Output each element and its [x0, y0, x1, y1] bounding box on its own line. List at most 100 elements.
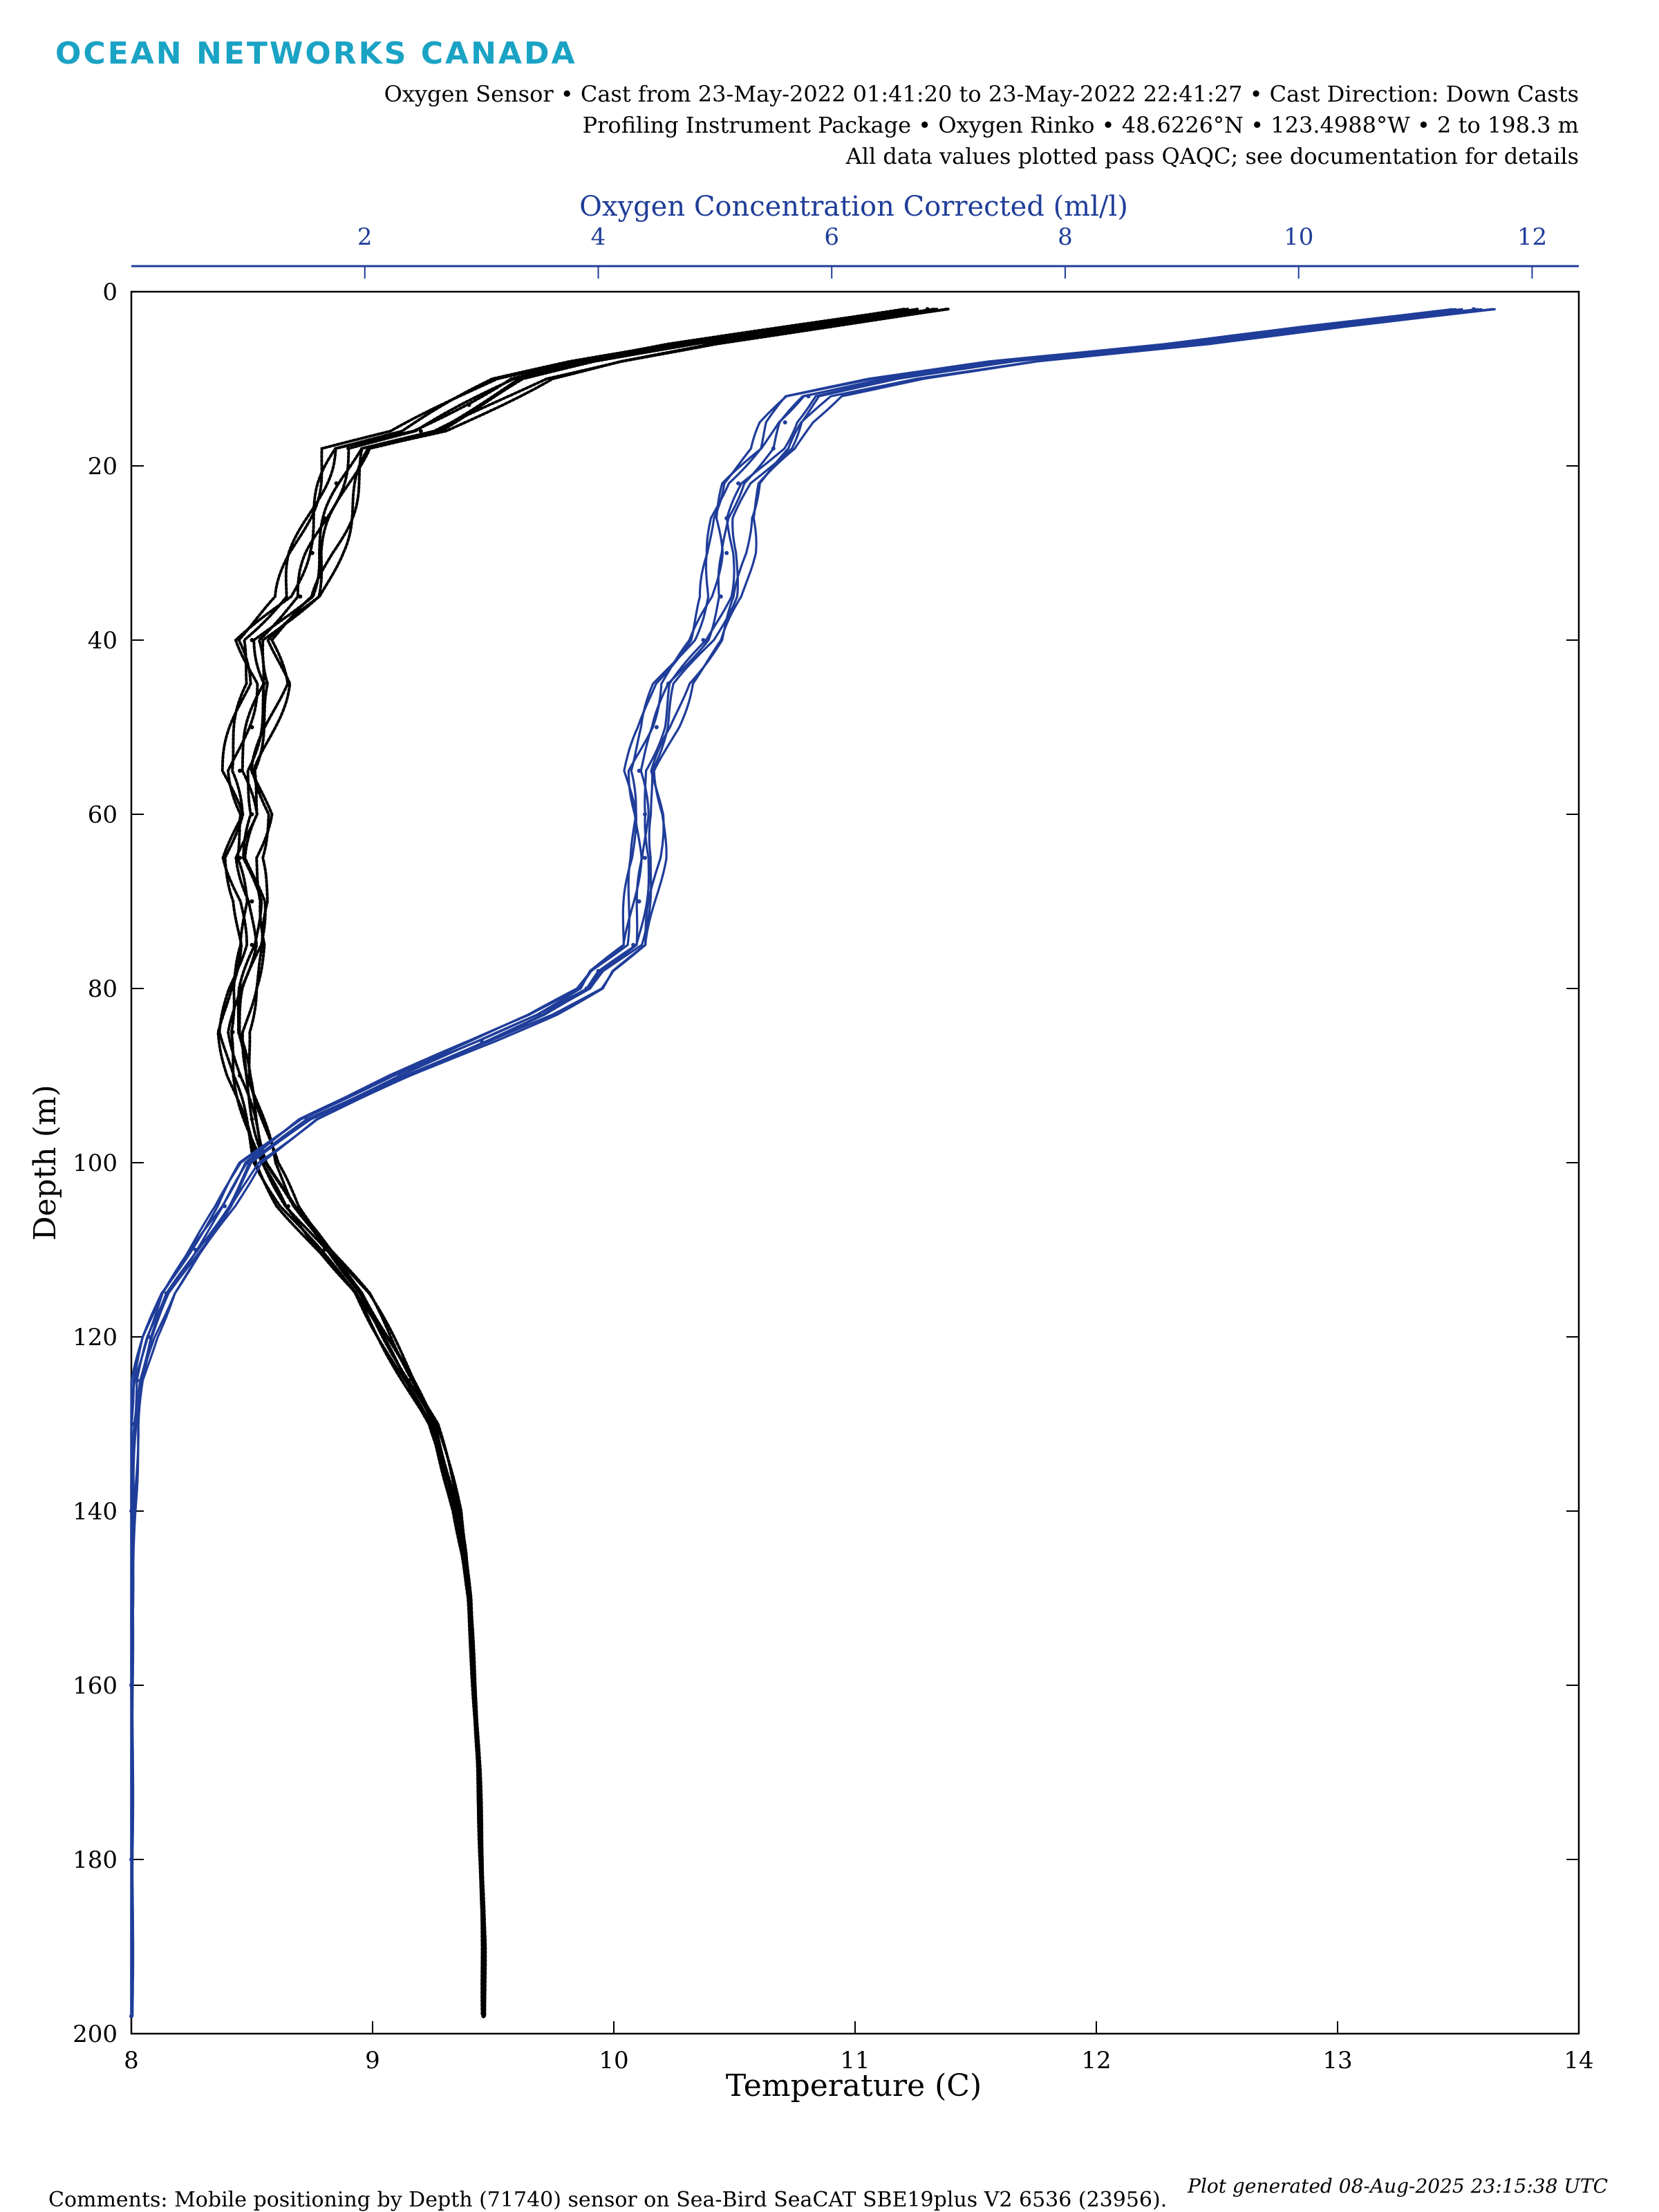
temperature-cast-dots: [216, 308, 906, 2018]
oxygen-point: [771, 446, 776, 451]
temperature-point: [455, 1509, 460, 1513]
y-tick-label: 60: [88, 801, 118, 829]
oxygen-point: [701, 638, 706, 642]
oxygen-point: [304, 1117, 309, 1121]
top-axis-title: Oxygen Concentration Corrected (ml/l): [579, 191, 1128, 223]
oxygen-point: [1320, 324, 1324, 329]
temperature-point: [358, 1291, 363, 1295]
oxygen-point: [631, 943, 636, 947]
temperature-point: [262, 682, 266, 686]
ocean-networks-canada-logo: OCEAN NETWORKS CANADA: [55, 36, 577, 71]
x-tick-label: 12: [1081, 2047, 1111, 2074]
oxygen-point: [718, 594, 723, 599]
oxygen-point: [596, 968, 601, 973]
oxygen-point: [147, 1335, 151, 1339]
oxygen-point: [129, 1857, 133, 1862]
series-layer: [129, 307, 1496, 2018]
y-tick-label: 140: [73, 1498, 118, 1526]
oxygen-point: [736, 481, 741, 486]
y-tick-label: 80: [88, 975, 118, 1003]
top-axis-oxygen: 2 4 6 8 10 12: [131, 223, 1579, 279]
subtitle-line-1: Oxygen Sensor • Cast from 23-May-2022 01…: [384, 81, 1579, 107]
temperature-point: [476, 1770, 481, 1774]
x-tick-label: 8: [124, 2047, 139, 2074]
oxygen-point: [666, 682, 671, 686]
temperature-point: [238, 856, 242, 860]
y-tick-label: 20: [88, 453, 118, 480]
y-tick-label: 180: [73, 1846, 118, 1874]
temperature-series: [216, 307, 950, 2018]
oxygen-point: [479, 1038, 484, 1043]
oxygen-cast-line: [130, 308, 1457, 2016]
temperature-point: [588, 359, 592, 364]
temperature-point: [310, 551, 315, 555]
temperature-point: [285, 1204, 290, 1208]
y-tick-label: 120: [73, 1324, 118, 1351]
oxygen-point: [654, 725, 659, 729]
temperature-point: [250, 899, 254, 903]
top-tick-label: 6: [824, 223, 839, 251]
oxygen-point: [724, 551, 729, 555]
oxygen-point: [538, 1012, 542, 1017]
oxygen-point: [129, 1509, 133, 1513]
top-tick-label: 12: [1517, 223, 1547, 251]
temperature-cast-dots: [247, 308, 948, 2018]
temperature-point: [238, 769, 242, 773]
temperature-point: [322, 1248, 327, 1252]
temperature-point: [467, 1596, 471, 1600]
oxygen-point: [135, 1378, 140, 1382]
oxygen-point: [637, 769, 641, 773]
temperature-point: [481, 1944, 486, 1949]
temperature-point: [250, 638, 254, 642]
oxygen-point: [643, 812, 647, 816]
oxygen-cast-line: [130, 308, 1479, 2016]
subtitle-line-2: Profiling Instrument Package • Oxygen Ri…: [583, 112, 1579, 138]
x-tick-label: 11: [840, 2047, 870, 2074]
temperature-point: [238, 1074, 242, 1078]
top-tick-label: 10: [1284, 223, 1313, 251]
temperature-point: [471, 1683, 476, 1687]
temperature-point: [298, 594, 303, 599]
temperature-point: [382, 1335, 387, 1339]
temperature-point: [346, 446, 351, 451]
oxygen-point: [129, 2014, 133, 2018]
oxygen-point: [1472, 307, 1476, 312]
temperature-cast-dots: [241, 308, 948, 2018]
temperature-point: [250, 725, 254, 729]
oxygen-point: [584, 986, 589, 991]
subtitle-line-3: All data values plotted pass QAQC; see d…: [845, 143, 1579, 169]
x-tick-label: 9: [365, 2047, 380, 2074]
temperature-cast-dots: [238, 308, 950, 2018]
oxygen-point: [724, 516, 729, 521]
temperature-cast-dots: [227, 308, 935, 2018]
temperature-point: [431, 1422, 435, 1426]
x-tick-label: 13: [1322, 2047, 1352, 2074]
temperature-point: [250, 812, 254, 816]
oxygen-point: [1004, 359, 1009, 364]
temperature-point: [250, 943, 254, 947]
oxygen-point: [129, 1683, 133, 1687]
top-tick-label: 4: [591, 223, 606, 251]
oxygen-point: [1179, 341, 1184, 346]
oxygen-series: [129, 307, 1496, 2018]
temperature-point: [250, 1117, 254, 1121]
oxygen-point: [223, 1204, 227, 1208]
temperature-point: [684, 341, 688, 346]
temperature-point: [481, 2014, 486, 2018]
temperature-cast-dots: [226, 308, 910, 2018]
oxygen-point: [637, 899, 641, 903]
temperature-point: [805, 324, 809, 329]
oxygen-point: [131, 1422, 136, 1426]
temperature-point: [467, 402, 471, 407]
y-tick-label: 200: [73, 2021, 118, 2048]
footer-comments: Comments: Mobile positioning by Depth (7…: [48, 2188, 1167, 2212]
oxygen-cast-line: [130, 308, 1492, 2016]
temperature-point: [462, 1553, 467, 1557]
x-axis-temperature: 8 9 10 11 12 13 14: [124, 2021, 1594, 2074]
temperature-point: [479, 1857, 483, 1862]
temperature-cast-dots: [236, 308, 939, 2018]
y-axis-title: Depth (m): [28, 1085, 63, 1241]
y-tick-label: 160: [73, 1672, 118, 1700]
oxygen-point: [193, 1248, 198, 1252]
